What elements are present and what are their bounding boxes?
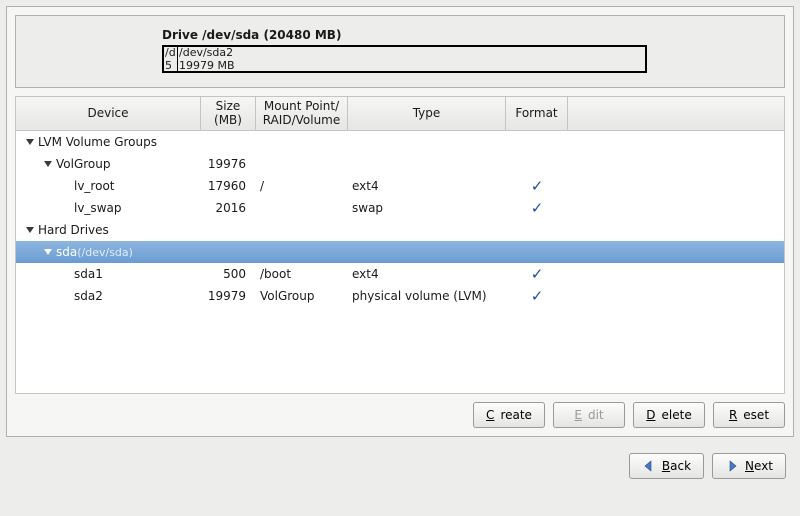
delete-button[interactable]: Delete	[633, 402, 705, 428]
tree-row-volgroup[interactable]: VolGroup 19976	[16, 153, 784, 175]
expander-icon	[60, 202, 72, 214]
partition-tree[interactable]: Device Size (MB) Mount Point/ RAID/Volum…	[15, 96, 785, 394]
device-cell: lv_root	[16, 179, 201, 193]
size-cell: 17960	[201, 179, 256, 193]
type-cell: physical volume (LVM)	[348, 289, 506, 303]
drive-usage-box: /d 5 /dev/sda2 19979 MB	[162, 45, 647, 73]
size-cell: 19979	[201, 289, 256, 303]
size-cell: 19976	[201, 157, 256, 171]
device-cell: lv_swap	[16, 201, 201, 215]
tree-body[interactable]: LVM Volume Groups VolGroup 19976 lv_root 179…	[16, 131, 784, 393]
device-path: (/dev/sda)	[77, 246, 133, 259]
tree-row-sda[interactable]: sda (/dev/sda)	[16, 241, 784, 263]
size-cell: 2016	[201, 201, 256, 215]
device-label: Hard Drives	[38, 223, 109, 237]
drive-segment-1: /dev/sda2 19979 MB	[178, 47, 645, 71]
expander-icon	[60, 268, 72, 280]
col-header-format[interactable]: Format	[506, 97, 568, 130]
tree-row-lv-root[interactable]: lv_root 17960/ext4✓	[16, 175, 784, 197]
create-button[interactable]: Create	[473, 402, 545, 428]
device-cell: LVM Volume Groups	[16, 135, 201, 149]
col-header-size[interactable]: Size (MB)	[201, 97, 256, 130]
drive-summary-bar: Drive /dev/sda (20480 MB) /d 5 /dev/sda2…	[15, 15, 785, 88]
arrow-right-icon	[725, 459, 739, 473]
col-header-device[interactable]: Device	[16, 97, 201, 130]
drive-segment-0: /d 5	[164, 47, 178, 71]
expander-icon[interactable]	[24, 224, 36, 236]
arrow-left-icon	[642, 459, 656, 473]
device-cell: sda2	[16, 289, 201, 303]
partition-panel: Drive /dev/sda (20480 MB) /d 5 /dev/sda2…	[6, 6, 794, 437]
type-cell: ext4	[348, 179, 506, 193]
device-label: lv_root	[74, 179, 115, 193]
tree-row-sda2[interactable]: sda2 19979VolGroupphysical volume (LVM)✓	[16, 285, 784, 307]
expander-icon	[60, 290, 72, 302]
size-cell: 500	[201, 267, 256, 281]
mount-cell: VolGroup	[256, 289, 348, 303]
back-button[interactable]: Back	[629, 453, 704, 479]
format-cell: ✓	[506, 287, 568, 305]
expander-icon[interactable]	[24, 136, 36, 148]
mount-cell: /	[256, 179, 348, 193]
device-cell: VolGroup	[16, 157, 201, 171]
format-cell: ✓	[506, 265, 568, 283]
device-cell: sda1	[16, 267, 201, 281]
device-label: VolGroup	[56, 157, 111, 171]
tree-row-lvm-groups[interactable]: LVM Volume Groups	[16, 131, 784, 153]
tree-row-sda1[interactable]: sda1 500/bootext4✓	[16, 263, 784, 285]
tree-header: Device Size (MB) Mount Point/ RAID/Volum…	[16, 97, 784, 131]
drive-title: Drive /dev/sda (20480 MB)	[162, 28, 647, 42]
format-cell: ✓	[506, 199, 568, 217]
device-cell: sda (/dev/sda)	[16, 245, 201, 259]
tree-row-hard-drives[interactable]: Hard Drives	[16, 219, 784, 241]
device-label: sda2	[74, 289, 103, 303]
reset-button[interactable]: Reset	[713, 402, 785, 428]
device-label: sda	[56, 245, 77, 259]
device-label: lv_swap	[74, 201, 121, 215]
expander-icon[interactable]	[42, 246, 54, 258]
device-cell: Hard Drives	[16, 223, 201, 237]
next-button[interactable]: Next	[712, 453, 786, 479]
type-cell: swap	[348, 201, 506, 215]
expander-icon[interactable]	[42, 158, 54, 170]
device-label: LVM Volume Groups	[38, 135, 157, 149]
col-header-type[interactable]: Type	[348, 97, 506, 130]
expander-icon	[60, 180, 72, 192]
mount-cell: /boot	[256, 267, 348, 281]
type-cell: ext4	[348, 267, 506, 281]
format-cell: ✓	[506, 177, 568, 195]
device-label: sda1	[74, 267, 103, 281]
tree-row-lv-swap[interactable]: lv_swap 2016 swap✓	[16, 197, 784, 219]
nav-button-row: Back Next	[0, 443, 800, 479]
action-button-row: Create Edit Delete Reset	[7, 394, 793, 436]
edit-button[interactable]: Edit	[553, 402, 625, 428]
col-header-mount[interactable]: Mount Point/ RAID/Volume	[256, 97, 348, 130]
